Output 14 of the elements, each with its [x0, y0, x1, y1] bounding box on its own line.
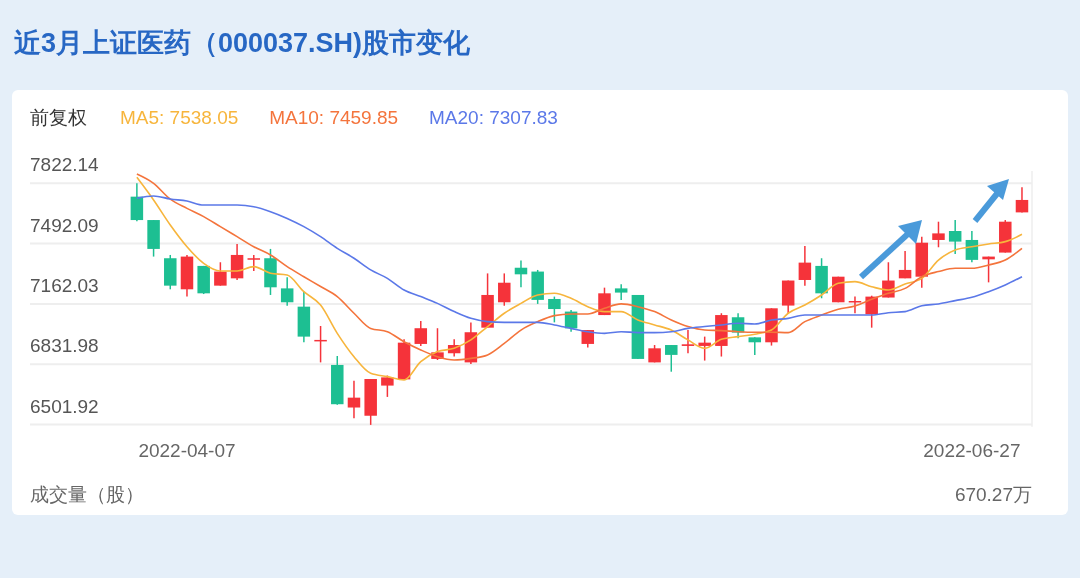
y-tick-label: 7162.03 — [30, 274, 99, 296]
text: 670.27万 — [954, 484, 1032, 505]
y-tick-label: 6501.92 — [30, 395, 99, 417]
text: 成交量（股） — [30, 484, 144, 505]
y-tick-label: 6831.98 — [30, 335, 99, 357]
chart-title: 近3月上证医药（000037.SH)股市变化 — [14, 28, 472, 58]
y-tick-label: 7822.14 — [30, 154, 100, 176]
text: MA20: 7307.83 — [429, 107, 558, 128]
x-tick-label: 2022-04-07 — [138, 440, 236, 461]
y-tick-label: 7492.09 — [30, 214, 99, 236]
x-tick-label: 2022-06-27 — [923, 440, 1021, 461]
text: MA10: 7459.85 — [269, 107, 399, 128]
legend-title: 前复权 — [30, 107, 87, 128]
text: MA5: 7538.05 — [120, 107, 239, 128]
